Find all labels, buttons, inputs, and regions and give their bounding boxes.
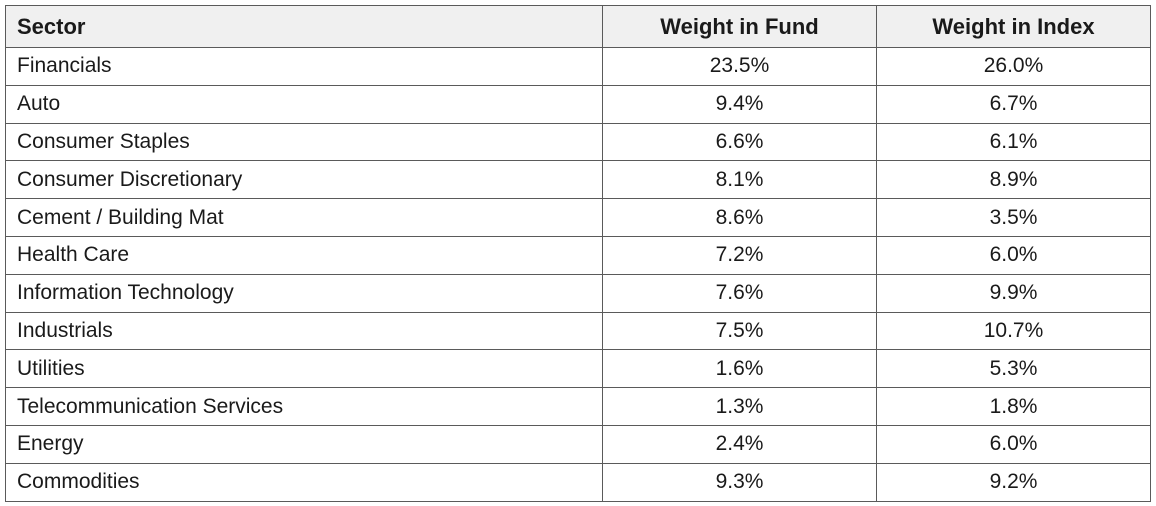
weight-in-index-cell: 6.7% [876,84,1151,124]
weight-in-fund-cell: 23.5% [602,47,877,86]
weight-in-index-cell: 8.9% [876,160,1151,200]
table-row: Industrials 7.5% 10.7% [5,311,1151,351]
sector-cell: Industrials [5,311,603,351]
weight-in-fund-cell: 1.3% [602,387,877,426]
sector-cell: Information Technology [5,273,603,313]
sector-weights-table-container: Sector Weight in Fund Weight in Index Fi… [5,5,1151,502]
weight-in-index-cell: 6.1% [876,122,1151,162]
table-row: Financials 23.5% 26.0% [5,47,1151,86]
weight-in-fund-cell: 7.5% [602,311,877,351]
sector-cell: Telecommunication Services [5,387,603,426]
sector-cell: Auto [5,84,603,124]
weight-in-fund-cell: 2.4% [602,424,877,464]
header-weight-in-fund: Weight in Fund [602,5,877,48]
table-header: Sector Weight in Fund Weight in Index [5,5,1151,48]
weight-in-index-cell: 3.5% [876,198,1151,237]
sector-cell: Consumer Discretionary [5,160,603,200]
weight-in-index-cell: 9.2% [876,462,1151,502]
weight-in-fund-cell: 7.2% [602,235,877,275]
weight-in-fund-cell: 9.4% [602,84,877,124]
table-row: Telecommunication Services 1.3% 1.8% [5,387,1151,426]
sector-cell: Cement / Building Mat [5,198,603,237]
weight-in-index-cell: 6.0% [876,235,1151,275]
table-row: Utilities 1.6% 5.3% [5,349,1151,389]
weight-in-index-cell: 26.0% [876,47,1151,86]
table-row: Commodities 9.3% 9.2% [5,462,1151,502]
table-row: Information Technology 7.6% 9.9% [5,273,1151,313]
weight-in-index-cell: 9.9% [876,273,1151,313]
header-sector: Sector [5,5,603,48]
table-row: Auto 9.4% 6.7% [5,84,1151,124]
table-row: Cement / Building Mat 8.6% 3.5% [5,198,1151,237]
sector-cell: Utilities [5,349,603,389]
weight-in-fund-cell: 1.6% [602,349,877,389]
weight-in-index-cell: 5.3% [876,349,1151,389]
sector-cell: Energy [5,424,603,464]
sector-cell: Commodities [5,462,603,502]
weight-in-index-cell: 10.7% [876,311,1151,351]
table-row: Energy 2.4% 6.0% [5,424,1151,464]
weight-in-fund-cell: 8.6% [602,198,877,237]
sector-cell: Consumer Staples [5,122,603,162]
weight-in-index-cell: 1.8% [876,387,1151,426]
sector-cell: Health Care [5,235,603,275]
sector-weights-table: Sector Weight in Fund Weight in Index Fi… [5,5,1151,502]
table-row: Consumer Staples 6.6% 6.1% [5,122,1151,162]
table-body: Financials 23.5% 26.0% Auto 9.4% 6.7% Consumer… [5,47,1151,502]
sector-cell: Financials [5,47,603,86]
header-row: Sector Weight in Fund Weight in Index [5,5,1151,48]
header-weight-in-index: Weight in Index [876,5,1151,48]
weight-in-fund-cell: 9.3% [602,462,877,502]
table-row: Health Care 7.2% 6.0% [5,235,1151,275]
weight-in-fund-cell: 6.6% [602,122,877,162]
weight-in-fund-cell: 7.6% [602,273,877,313]
table-row: Consumer Discretionary 8.1% 8.9% [5,160,1151,200]
weight-in-index-cell: 6.0% [876,424,1151,464]
weight-in-fund-cell: 8.1% [602,160,877,200]
